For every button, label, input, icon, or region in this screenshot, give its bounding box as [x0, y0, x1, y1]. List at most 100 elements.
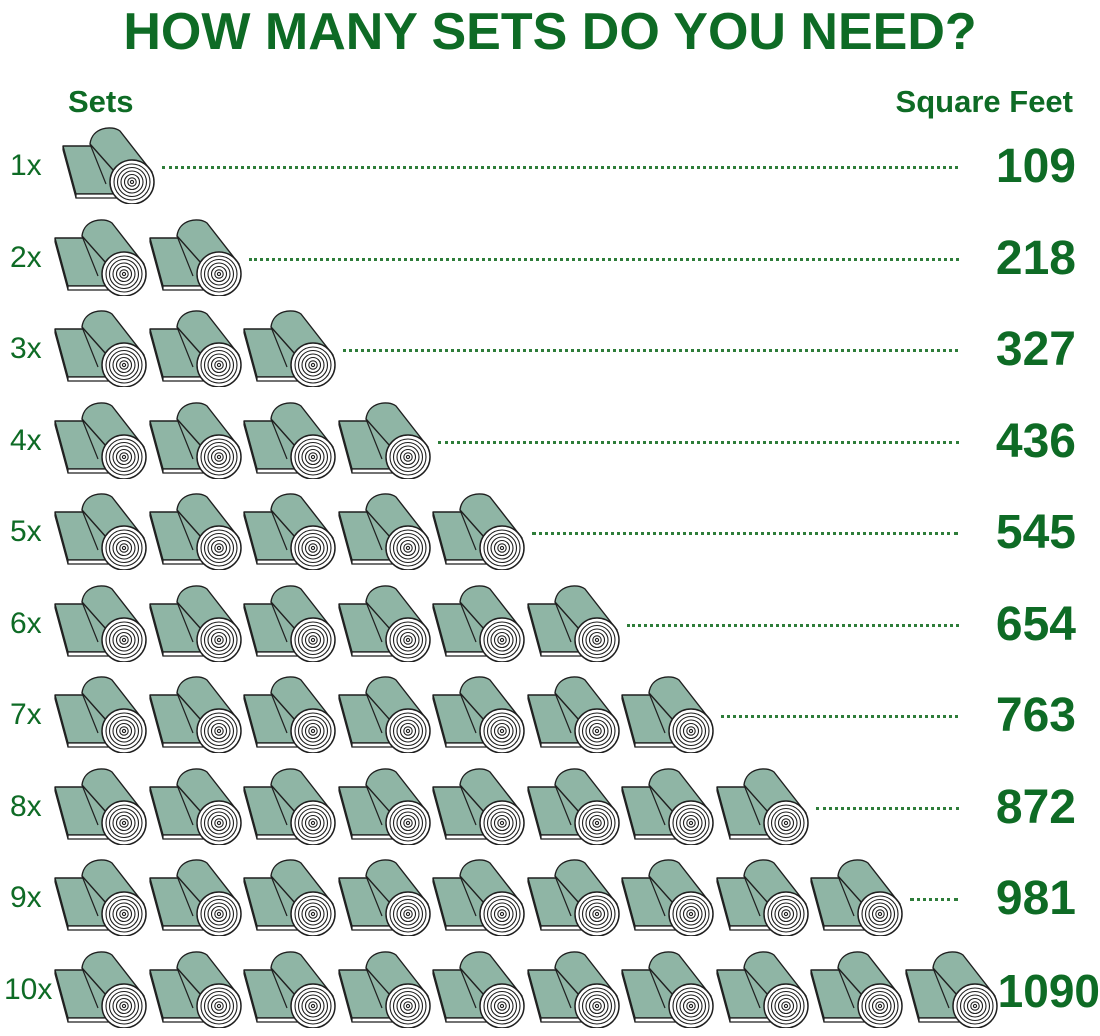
- set-count-label: 4x: [10, 424, 42, 457]
- rolled-turf-icon: [338, 676, 431, 753]
- rolled-turf-icon: [149, 768, 242, 845]
- set-row: 5x 545: [0, 490, 1100, 570]
- turf-rolls-group: [52, 948, 999, 1028]
- dotted-leader-line: [438, 441, 959, 444]
- rolled-turf-icon: [621, 768, 714, 845]
- dotted-leader-line: [910, 898, 958, 901]
- set-row: 8x 872: [0, 765, 1100, 845]
- rolled-turf-icon: [621, 676, 714, 753]
- rolled-turf-icon: [527, 859, 620, 936]
- dotted-leader-line: [816, 807, 959, 810]
- rolled-turf-icon: [716, 768, 809, 845]
- rolled-turf-icon: [432, 951, 525, 1028]
- rolled-turf-icon: [149, 219, 242, 296]
- turf-rolls-group: [52, 490, 526, 570]
- turf-rolls-group: [52, 673, 715, 753]
- rolled-turf-icon: [54, 951, 147, 1028]
- set-row: 1x 109: [0, 124, 1100, 204]
- set-row: 3x 327: [0, 307, 1100, 387]
- square-feet-value: 981: [995, 872, 1076, 925]
- dotted-leader-line: [532, 532, 958, 535]
- set-row: 10x 1090: [0, 948, 1100, 1028]
- square-feet-column-header: Square Feet: [895, 84, 1073, 119]
- rolled-turf-icon: [432, 493, 525, 570]
- rolled-turf-icon: [432, 768, 525, 845]
- rolled-turf-icon: [527, 951, 620, 1028]
- rolled-turf-icon: [243, 493, 336, 570]
- rolled-turf-icon: [62, 127, 155, 204]
- rolled-turf-icon: [149, 493, 242, 570]
- set-count-label: 7x: [10, 698, 42, 731]
- dotted-leader-line: [162, 166, 958, 169]
- rolled-turf-icon: [243, 768, 336, 845]
- rolled-turf-icon: [338, 493, 431, 570]
- turf-rolls-group: [52, 582, 621, 662]
- square-feet-value: 436: [995, 415, 1076, 468]
- rolled-turf-icon: [243, 402, 336, 479]
- dotted-leader-line: [249, 258, 959, 261]
- rolled-turf-icon: [54, 676, 147, 753]
- rolled-turf-icon: [149, 402, 242, 479]
- square-feet-value: 654: [995, 598, 1076, 651]
- set-count-label: 10x: [4, 973, 53, 1006]
- set-row: 7x 763: [0, 673, 1100, 753]
- turf-rolls-group: [52, 399, 432, 479]
- set-count-label: 3x: [10, 332, 42, 365]
- set-count-label: 1x: [10, 149, 42, 182]
- rolled-turf-icon: [243, 585, 336, 662]
- rolled-turf-icon: [54, 859, 147, 936]
- rolled-turf-icon: [905, 951, 998, 1028]
- rolled-turf-icon: [54, 768, 147, 845]
- set-row: 4x 436: [0, 399, 1100, 479]
- rolled-turf-icon: [54, 402, 147, 479]
- rolled-turf-icon: [54, 585, 147, 662]
- rolled-turf-icon: [338, 859, 431, 936]
- rolled-turf-icon: [810, 859, 903, 936]
- rolled-turf-icon: [243, 951, 336, 1028]
- rolled-turf-icon: [432, 676, 525, 753]
- set-count-label: 8x: [10, 790, 42, 823]
- rolled-turf-icon: [149, 676, 242, 753]
- rolled-turf-icon: [432, 859, 525, 936]
- rolled-turf-icon: [716, 951, 809, 1028]
- square-feet-value: 763: [995, 689, 1076, 742]
- rolled-turf-icon: [432, 585, 525, 662]
- dotted-leader-line: [721, 715, 958, 718]
- dotted-leader-line: [627, 624, 959, 627]
- rolled-turf-icon: [243, 676, 336, 753]
- rolled-turf-icon: [338, 585, 431, 662]
- rolled-turf-icon: [621, 859, 714, 936]
- set-count-label: 2x: [10, 241, 42, 274]
- rolled-turf-icon: [54, 493, 147, 570]
- square-feet-value: 1090: [997, 965, 1100, 1017]
- turf-rolls-group: [52, 765, 810, 845]
- rolled-turf-icon: [527, 585, 620, 662]
- set-count-label: 9x: [10, 881, 42, 914]
- set-row: 9x 981: [0, 856, 1100, 936]
- turf-rolls-group: [52, 307, 337, 387]
- rolled-turf-icon: [149, 585, 242, 662]
- rolled-turf-icon: [716, 859, 809, 936]
- page-title: HOW MANY SETS DO YOU NEED?: [123, 3, 977, 61]
- rolled-turf-icon: [54, 219, 147, 296]
- set-count-label: 5x: [10, 515, 42, 548]
- rolled-turf-icon: [527, 676, 620, 753]
- turf-rolls-group: [52, 216, 243, 296]
- set-row: 6x 654: [0, 582, 1100, 662]
- square-feet-value: 218: [995, 232, 1076, 285]
- sets-column-header: Sets: [68, 84, 134, 119]
- square-feet-value: 872: [995, 781, 1076, 834]
- square-feet-value: 109: [995, 140, 1076, 193]
- set-row: 2x 218: [0, 216, 1100, 296]
- square-feet-value: 327: [995, 323, 1076, 376]
- rolled-turf-icon: [338, 768, 431, 845]
- turf-rolls-group: [52, 856, 904, 936]
- rolled-turf-icon: [621, 951, 714, 1028]
- rolled-turf-icon: [338, 951, 431, 1028]
- rolled-turf-icon: [149, 951, 242, 1028]
- rolled-turf-icon: [810, 951, 903, 1028]
- rolled-turf-icon: [243, 310, 336, 387]
- square-feet-value: 545: [995, 506, 1076, 559]
- rolled-turf-icon: [149, 310, 242, 387]
